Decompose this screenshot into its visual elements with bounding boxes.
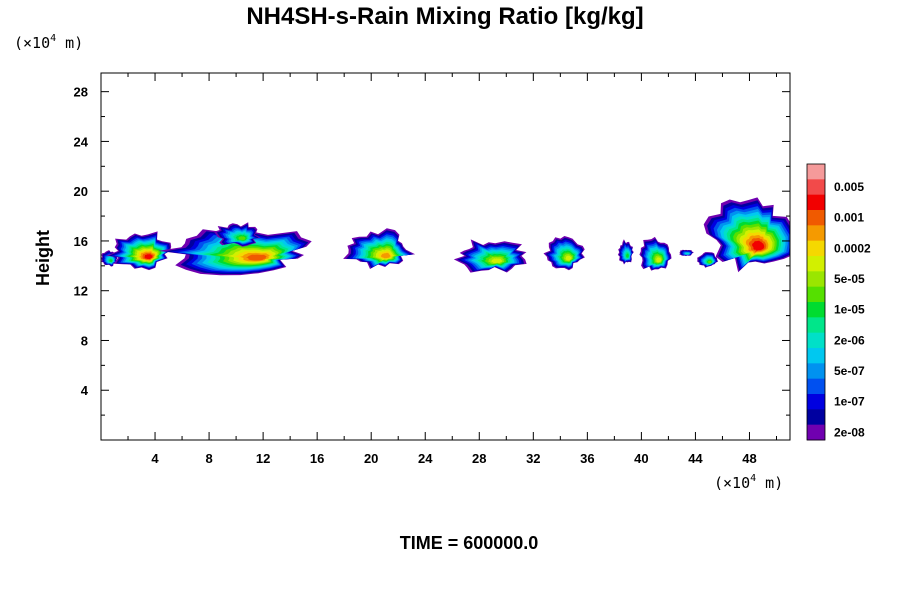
y-tick-label: 28 bbox=[74, 85, 88, 100]
y-tick-label: 12 bbox=[74, 284, 88, 299]
colorbar-label: 1e-07 bbox=[834, 395, 865, 409]
x-tick-label: 16 bbox=[310, 451, 324, 466]
colorbar-label: 5e-07 bbox=[834, 364, 865, 378]
colorbar-swatch bbox=[807, 256, 825, 272]
colorbar-swatch bbox=[807, 271, 825, 288]
colorbar-swatch bbox=[807, 409, 825, 426]
x-unit-exp: 4 bbox=[750, 473, 756, 484]
x-tick-label: 8 bbox=[205, 451, 212, 466]
colorbar-swatch bbox=[807, 302, 825, 318]
precip-contour bbox=[565, 255, 572, 261]
colorbar-labels: 0.005 0.001 0.0002 5e-05 1e-05 2e-06 5e-07 1e-0… bbox=[834, 180, 871, 439]
precip-cell bbox=[617, 239, 634, 265]
colorbar-swatch bbox=[807, 210, 825, 226]
x-unit-suffix: m) bbox=[756, 474, 783, 492]
precipitation-field bbox=[101, 197, 790, 276]
x-tick-label: 28 bbox=[472, 451, 486, 466]
colorbar-swatch bbox=[807, 378, 825, 395]
y-tick-labels: 4 8 12 16 20 24 28 bbox=[74, 85, 89, 399]
precip-cell bbox=[679, 249, 694, 256]
colorbar-label: 2e-06 bbox=[834, 333, 865, 347]
x-tick-label: 48 bbox=[742, 451, 756, 466]
precip-contour bbox=[238, 236, 246, 241]
precip-contour bbox=[381, 252, 391, 259]
precip-cell bbox=[343, 228, 416, 269]
y-tick-label: 16 bbox=[74, 234, 88, 249]
colorbar-swatch bbox=[807, 363, 825, 380]
y-unit-exp: 4 bbox=[50, 33, 56, 44]
x-tick-label: 44 bbox=[688, 451, 703, 466]
precip-contour bbox=[246, 254, 267, 261]
precip-contour bbox=[109, 259, 113, 263]
colorbar-swatch bbox=[807, 332, 825, 349]
colorbar-swatch bbox=[807, 194, 825, 211]
precip-contour bbox=[686, 253, 689, 255]
y-tick-label: 20 bbox=[74, 184, 88, 199]
colorbar-label: 2e-08 bbox=[834, 425, 865, 439]
y-tick-label: 8 bbox=[81, 333, 88, 348]
colorbar-swatch bbox=[807, 286, 825, 303]
precip-cell bbox=[543, 236, 585, 271]
x-tick-labels: 4 8 12 16 20 24 28 32 36 40 44 48 bbox=[151, 451, 756, 466]
precip-contour bbox=[708, 260, 712, 264]
colorbar-swatch bbox=[807, 317, 825, 334]
precip-contour bbox=[144, 254, 153, 260]
x-tick-label: 12 bbox=[256, 451, 270, 466]
y-unit-prefix: (×10 bbox=[14, 34, 50, 52]
x-tick-label: 40 bbox=[634, 451, 648, 466]
x-tick-label: 4 bbox=[151, 451, 159, 466]
x-unit-prefix: (×10 bbox=[714, 474, 750, 492]
colorbar-swatch bbox=[807, 240, 825, 257]
precip-cell bbox=[158, 229, 312, 276]
precip-contour bbox=[656, 257, 662, 263]
y-tick-label: 24 bbox=[74, 134, 89, 149]
precip-cell bbox=[106, 231, 172, 271]
x-tick-label: 32 bbox=[526, 451, 540, 466]
precip-cell bbox=[453, 239, 527, 273]
precip-cell bbox=[703, 197, 790, 273]
colorbar-label: 1e-05 bbox=[834, 303, 865, 317]
x-tick-label: 36 bbox=[580, 451, 594, 466]
plot-frame bbox=[100, 72, 791, 441]
colorbar-swatch bbox=[807, 348, 825, 364]
precip-contour bbox=[491, 258, 502, 264]
y-unit-suffix: m) bbox=[56, 34, 83, 52]
y-axis-label: Height bbox=[33, 230, 53, 286]
colorbar-label: 0.005 bbox=[834, 180, 864, 194]
colorbar bbox=[806, 163, 826, 441]
chart-title: NH4SH-s-Rain Mixing Ratio [kg/kg] bbox=[246, 3, 643, 30]
time-label: TIME = 600000.0 bbox=[400, 533, 539, 553]
colorbar-swatch bbox=[807, 424, 825, 441]
colorbar-label: 5e-05 bbox=[834, 272, 865, 286]
x-tick-label: 24 bbox=[418, 451, 433, 466]
y-unit-label: (×104 m) bbox=[14, 33, 83, 52]
precip-contour bbox=[626, 253, 629, 258]
colorbar-swatch bbox=[807, 164, 825, 180]
colorbar-swatch bbox=[807, 394, 825, 410]
y-tick-label: 4 bbox=[81, 383, 89, 398]
x-tick-label: 20 bbox=[364, 451, 378, 466]
colorbar-label: 0.001 bbox=[834, 211, 864, 225]
precip-cell bbox=[214, 222, 261, 247]
precip-cell bbox=[697, 252, 719, 268]
colorbar-swatch bbox=[807, 225, 825, 242]
precip-contour bbox=[752, 240, 765, 251]
precip-cell bbox=[101, 250, 118, 267]
axis-ticks bbox=[101, 73, 790, 440]
colorbar-frame bbox=[806, 163, 826, 441]
x-unit-label: (×104 m) bbox=[714, 473, 783, 492]
precip-cell bbox=[639, 236, 672, 271]
colorbar-label: 0.0002 bbox=[834, 241, 871, 255]
colorbar-swatch bbox=[807, 179, 825, 196]
